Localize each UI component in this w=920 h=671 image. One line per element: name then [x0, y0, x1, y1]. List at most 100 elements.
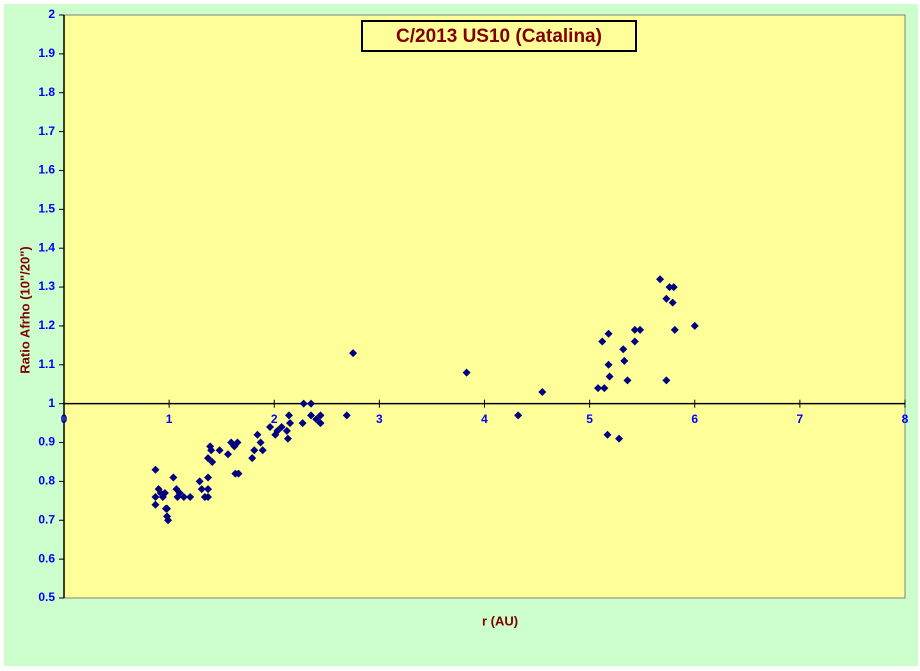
data-point [630, 325, 639, 334]
data-point [207, 446, 216, 455]
x-tick-label: 4 [481, 412, 488, 426]
data-point [151, 465, 160, 474]
data-point [151, 500, 160, 509]
y-tick-label: 0.9 [38, 435, 55, 449]
data-point [600, 384, 609, 393]
y-tick-label: 1.3 [38, 279, 55, 293]
x-tick-label: 7 [797, 412, 804, 426]
y-tick-label: 1 [48, 396, 55, 410]
y-tick-label: 1.6 [38, 163, 55, 177]
data-point [223, 450, 232, 459]
x-tick-label: 2 [271, 412, 278, 426]
data-point [298, 419, 307, 428]
data-point [179, 492, 188, 501]
y-tick-label: 0.7 [38, 512, 55, 526]
data-point [670, 325, 679, 334]
data-point [604, 360, 613, 369]
data-point [462, 368, 471, 377]
y-tick-label: 1.2 [38, 318, 55, 332]
data-point [195, 477, 204, 486]
x-tick-label: 3 [376, 412, 383, 426]
data-point [598, 337, 607, 346]
data-point [594, 384, 603, 393]
data-point [316, 419, 325, 428]
data-point [623, 376, 632, 385]
data-point [234, 469, 243, 478]
data-point [342, 411, 351, 420]
data-point [349, 349, 358, 358]
y-tick-label: 0.5 [38, 590, 55, 604]
data-point [665, 283, 674, 292]
y-tick-label: 1.4 [38, 240, 55, 254]
data-point [204, 485, 213, 494]
data-point [282, 426, 291, 435]
data-point [284, 411, 293, 420]
data-point [197, 485, 206, 494]
x-tick-label: 8 [902, 412, 909, 426]
data-point [620, 356, 629, 365]
data-point [160, 489, 169, 498]
data-point [248, 454, 257, 463]
data-point [662, 376, 671, 385]
data-point [169, 473, 178, 482]
data-point [151, 492, 160, 501]
data-point [668, 298, 677, 307]
data-point [186, 492, 195, 501]
data-point [312, 415, 321, 424]
data-point [163, 504, 172, 513]
data-point [307, 411, 316, 420]
data-point [175, 489, 184, 498]
data-point [204, 473, 213, 482]
y-tick-label: 0.6 [38, 551, 55, 565]
x-tick-label: 5 [586, 412, 593, 426]
y-axis-title: Ratio Afrho (10"/20") [17, 246, 32, 373]
data-point [164, 516, 173, 525]
data-point [258, 446, 267, 455]
data-point [273, 426, 282, 435]
y-tick-label: 1.9 [38, 46, 55, 60]
data-point [256, 438, 265, 447]
y-tick-label: 2 [48, 7, 55, 21]
plot-area [63, 14, 906, 599]
data-point [619, 345, 628, 354]
data-point [636, 325, 645, 334]
x-tick-label: 6 [691, 412, 698, 426]
chart-title: C/2013 US10 (Catalina) [396, 26, 602, 47]
data-point [615, 434, 624, 443]
data-point [662, 294, 671, 303]
data-point [690, 321, 699, 330]
y-tick-label: 1.7 [38, 124, 55, 138]
data-point [208, 457, 217, 466]
x-axis-title: r (AU) [482, 613, 518, 628]
y-tick-label: 1.8 [38, 85, 55, 99]
data-point [283, 434, 292, 443]
data-point [250, 446, 259, 455]
data-point [204, 492, 213, 501]
x-tick-label: 1 [166, 412, 173, 426]
data-point [514, 411, 523, 420]
data-point [286, 419, 295, 428]
y-tick-label: 1.1 [38, 357, 55, 371]
data-point [604, 329, 613, 338]
data-point [204, 454, 213, 463]
data-point [630, 337, 639, 346]
plot: 0.5 0.6 0.7 0.8 0.9 1 1.1 1.2 1.3 1.4 1.5 1.6 1.7 1.8… [38, 7, 908, 604]
y-tick-label: 0.8 [38, 474, 55, 488]
data-point [253, 430, 262, 439]
data-point [656, 275, 665, 284]
y-tick-label: 1.5 [38, 202, 55, 216]
title-box [361, 20, 637, 52]
data-point [233, 438, 242, 447]
data-point [307, 399, 316, 408]
data-point [299, 399, 308, 408]
data-point [603, 430, 612, 439]
data-point [215, 446, 224, 455]
data-point [316, 411, 325, 420]
data-point [266, 422, 275, 431]
data-point [605, 372, 614, 381]
data-point [277, 422, 286, 431]
data-point [669, 283, 678, 292]
data-point [538, 388, 547, 397]
